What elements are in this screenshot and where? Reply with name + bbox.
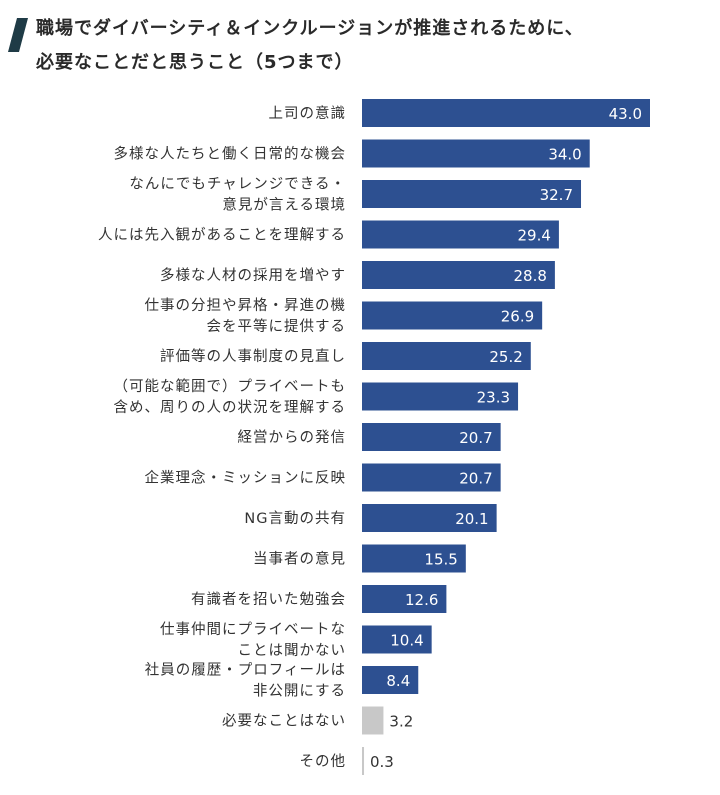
bar [362, 585, 447, 613]
category-label: 社員の履歴・プロフィールは [145, 662, 346, 679]
category-label: 多様な人たちと働く日常的な機会 [114, 146, 347, 163]
category-label: その他 [300, 753, 347, 770]
value-label: 28.8 [513, 267, 546, 285]
value-label: 25.2 [489, 348, 522, 366]
value-label: 8.4 [386, 672, 410, 690]
category-label: 必要なことはない [222, 713, 346, 730]
bar [362, 706, 384, 735]
value-label: 3.2 [389, 713, 413, 731]
bar [362, 301, 543, 330]
chart-title-line-1: 職場でダイバーシティ＆インクルージョンが推進されるために、 [36, 18, 584, 39]
value-label: 43.0 [609, 105, 642, 123]
bar [362, 180, 582, 208]
bar [362, 261, 555, 289]
bar [362, 99, 650, 127]
bar [362, 625, 432, 654]
category-label: 有識者を招いた勉強会 [191, 591, 346, 608]
category-label: ことは聞かない [238, 642, 347, 659]
bar [362, 382, 519, 411]
category-label: 会を平等に提供する [207, 317, 347, 335]
value-label: 0.3 [370, 753, 394, 771]
category-label: 多様な人材の採用を増やす [160, 267, 346, 284]
category-label: 評価等の人事制度の見直し [160, 347, 346, 365]
category-label: 上司の意識 [269, 104, 347, 122]
bar [362, 666, 419, 694]
category-label: 意見が言える環境 [222, 196, 346, 214]
category-label: 仕事仲間にプライベートな [160, 621, 346, 638]
value-label: 29.4 [518, 227, 551, 245]
bar [362, 220, 559, 249]
value-label: 32.7 [540, 186, 573, 204]
category-label: 人には先入観があることを理解する [98, 227, 346, 244]
bar [362, 342, 531, 370]
bar [362, 463, 501, 492]
chart-title-line-2: 必要なことだと思うこと（5つまで） [36, 52, 354, 73]
category-label: 仕事の分担や昇格・昇進の機 [145, 297, 347, 314]
value-label: 34.0 [548, 146, 581, 164]
value-label: 15.5 [424, 551, 457, 569]
category-label: NG言動の共有 [244, 510, 346, 527]
value-label: 20.7 [459, 470, 492, 488]
value-label: 20.1 [455, 510, 488, 528]
category-label: 経営からの発信 [238, 429, 347, 446]
value-label: 26.9 [501, 308, 534, 326]
bar [362, 423, 501, 451]
category-label: なんにでもチャレンジできる・ [129, 176, 346, 193]
category-label: 企業理念・ミッションに反映 [145, 469, 347, 487]
title-accent-mark [8, 18, 28, 52]
bar [362, 747, 365, 775]
category-label: （可能な範囲で）プライベートも [114, 377, 347, 395]
value-label: 10.4 [390, 632, 423, 650]
category-label: 含め、周りの人の状況を理解する [114, 399, 347, 416]
value-label: 20.7 [459, 429, 492, 447]
category-label: 非公開にする [253, 683, 346, 700]
bar [362, 504, 497, 532]
value-label: 23.3 [477, 389, 510, 407]
category-label: 当事者の意見 [253, 550, 346, 568]
bar [362, 544, 466, 573]
value-label: 12.6 [405, 591, 438, 609]
bar [362, 139, 590, 168]
